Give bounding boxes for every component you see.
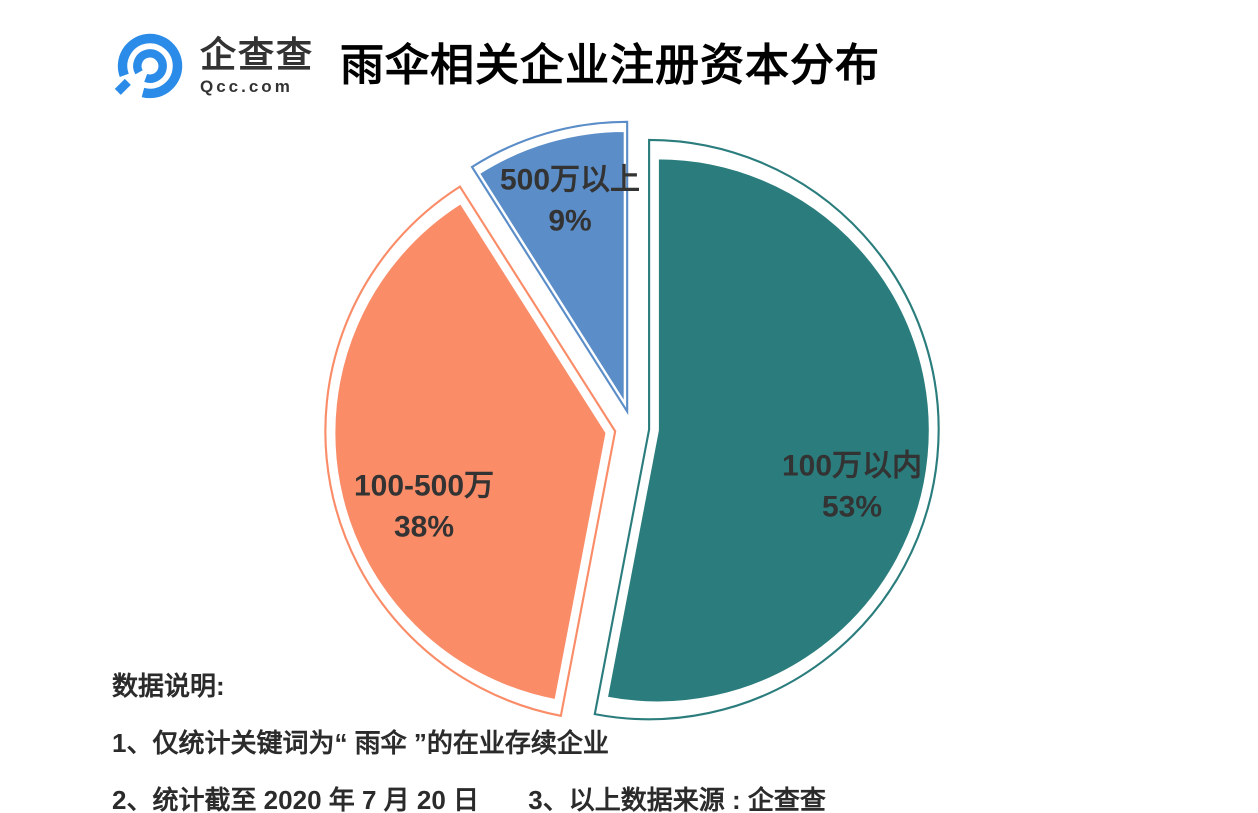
pie-slice-0 — [605, 157, 931, 704]
qcc-logo-tail — [114, 78, 131, 95]
pie-slice-outline-2 — [470, 120, 629, 416]
qcc-logo-inner-arc — [133, 49, 167, 83]
note-item-2: 2、统计截至 2020 年 7 月 20 日 — [112, 785, 480, 813]
brand-name-en: Qcc.com — [200, 77, 293, 97]
pie-slice-2 — [477, 129, 626, 407]
qcc-logo: 企查查 Qcc.com — [112, 28, 314, 104]
pie-slice-outline-1 — [324, 185, 617, 718]
header: 企查查 Qcc.com 雨伞相关企业注册资本分布 — [112, 28, 880, 104]
qcc-logo-outer-arc — [117, 33, 183, 99]
pie-slice-1 — [333, 201, 608, 702]
qcc-logo-icon — [114, 33, 183, 99]
brand-name-cn: 企查查 — [200, 33, 315, 75]
pie-slice-outline-0 — [593, 138, 940, 721]
note-line-2: 2、统计截至 2020 年 7 月 20 日 3、以上数据来源 : 企查查 — [112, 780, 826, 813]
note-item-3: 3、以上数据来源 : 企查查 — [528, 785, 826, 813]
note-item-1: 1、仅统计关键词为“ 雨伞 ”的在业存续企业 — [112, 728, 609, 758]
notes-heading: 数据说明: — [112, 671, 225, 701]
logo-text: 企查查 Qcc.com — [200, 35, 314, 98]
chart-title: 雨伞相关企业注册资本分布 — [340, 40, 881, 90]
notes: 数据说明: 1、仅统计关键词为“ 雨伞 ”的在业存续企业 2、统计截至 2020… — [112, 666, 826, 813]
